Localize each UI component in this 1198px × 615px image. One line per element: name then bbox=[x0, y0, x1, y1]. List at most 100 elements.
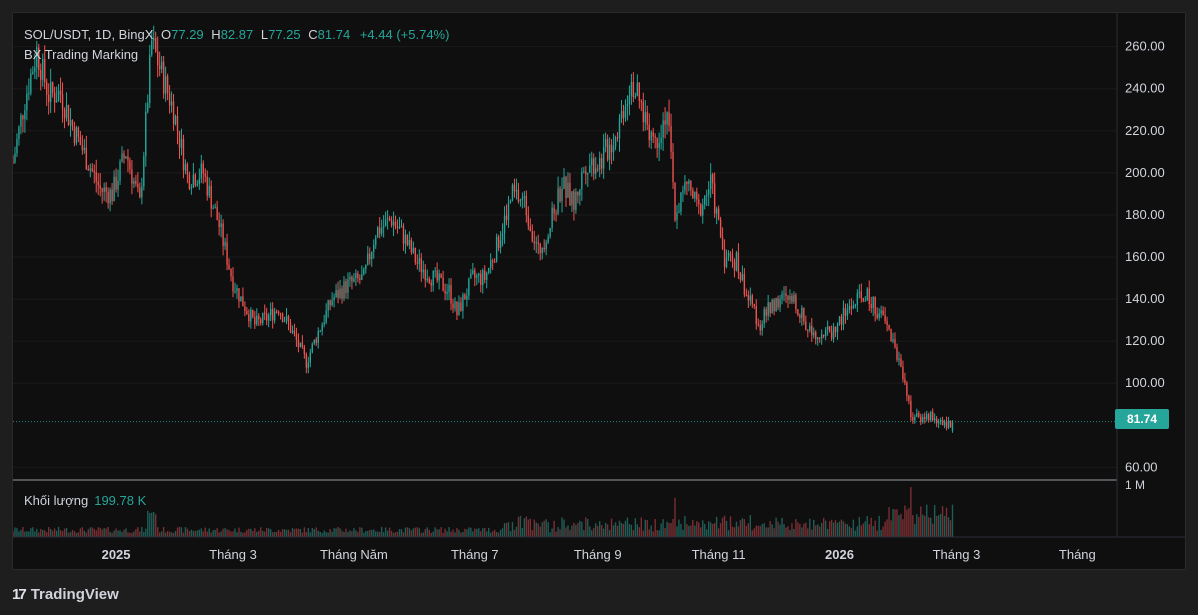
candle-body bbox=[591, 158, 593, 166]
volume-bar bbox=[836, 522, 839, 537]
volume-bar bbox=[264, 531, 266, 537]
tradingview-brand[interactable]: 17 TradingView bbox=[12, 584, 119, 604]
volume-bar bbox=[874, 520, 876, 537]
candle-body bbox=[618, 118, 621, 139]
volume-bar bbox=[267, 528, 270, 537]
candle-body bbox=[242, 296, 244, 307]
volume-bar bbox=[75, 532, 78, 537]
candle-body bbox=[335, 290, 337, 298]
candle-body bbox=[91, 168, 93, 171]
volume-bar bbox=[412, 528, 415, 537]
volume-bar bbox=[250, 528, 252, 537]
volume-bar bbox=[281, 529, 284, 537]
volume-bar bbox=[184, 527, 187, 537]
volume-bar bbox=[773, 528, 775, 537]
candle-body bbox=[628, 95, 631, 104]
volume-bar bbox=[892, 509, 894, 537]
candle-body bbox=[674, 182, 676, 221]
volume-bar bbox=[299, 529, 302, 537]
candle-body bbox=[36, 47, 38, 68]
interval-label[interactable]: 1D bbox=[94, 27, 112, 42]
volume-bar bbox=[166, 531, 169, 537]
volume-bar bbox=[890, 520, 892, 537]
volume-bar bbox=[156, 527, 159, 537]
candle-body bbox=[363, 269, 365, 275]
candle-body bbox=[951, 421, 954, 432]
candle-body bbox=[158, 65, 161, 70]
candle-body bbox=[32, 71, 34, 74]
indicator-legend[interactable]: BX Trading Marking bbox=[24, 47, 139, 62]
volume-bar bbox=[34, 531, 36, 537]
candle-body bbox=[569, 182, 571, 206]
volume-bar bbox=[418, 528, 421, 537]
volume-bar bbox=[192, 530, 195, 537]
candle-body bbox=[632, 81, 635, 98]
candle-body bbox=[708, 189, 710, 195]
candle-body bbox=[729, 253, 732, 256]
volume-bar bbox=[93, 528, 95, 537]
volume-bar bbox=[840, 519, 843, 537]
symbol-name[interactable]: SOL/USDT bbox=[24, 27, 88, 42]
candle-body bbox=[22, 115, 24, 120]
x-tick-label: 2026 bbox=[825, 547, 854, 562]
volume-bar bbox=[676, 526, 678, 537]
volume-bar bbox=[380, 526, 383, 537]
candle-body bbox=[149, 54, 151, 104]
candle-body bbox=[737, 252, 740, 273]
volume-bar bbox=[248, 528, 250, 537]
candle-body bbox=[602, 147, 605, 169]
candles bbox=[13, 25, 954, 433]
volume-bar bbox=[133, 531, 135, 537]
candle-body bbox=[353, 278, 355, 282]
candle-body bbox=[287, 315, 290, 323]
candle-body bbox=[57, 90, 60, 101]
volume-bar bbox=[636, 524, 639, 537]
volume-bar bbox=[135, 529, 137, 537]
volume-bar bbox=[848, 526, 851, 537]
volume-bar bbox=[224, 528, 226, 537]
volume-bar bbox=[258, 530, 260, 537]
volume-bar bbox=[493, 529, 496, 537]
volume-bar bbox=[105, 528, 107, 537]
volume-legend[interactable]: Khối lượng 199.78 K bbox=[24, 491, 146, 511]
volume-bar bbox=[933, 505, 936, 537]
volume-bar bbox=[904, 505, 906, 537]
candle-body bbox=[406, 234, 409, 246]
candle-body bbox=[583, 171, 585, 173]
volume-bar bbox=[464, 528, 466, 537]
volume-bar bbox=[30, 528, 32, 537]
candle-body bbox=[749, 295, 752, 301]
candlestick-chart[interactable]: 260.00 240.00 220.00 200.00 180.00 160.00 140.… bbox=[13, 13, 1186, 570]
candle-body bbox=[180, 138, 183, 148]
volume-bar bbox=[898, 515, 900, 537]
volume-bar bbox=[486, 531, 488, 537]
volume-bar bbox=[759, 526, 761, 537]
volume-bar bbox=[46, 532, 48, 537]
volume-bar bbox=[170, 532, 173, 537]
volume-bar bbox=[101, 529, 103, 537]
volume-bar bbox=[606, 524, 609, 537]
volume-bar bbox=[739, 520, 742, 537]
candle-body bbox=[147, 103, 149, 112]
chart-frame[interactable]: 260.00 240.00 220.00 200.00 180.00 160.00 140.… bbox=[12, 12, 1186, 570]
volume-bar bbox=[878, 515, 880, 537]
volume-bar bbox=[141, 527, 143, 537]
volume-bar bbox=[410, 530, 413, 537]
volume-bar bbox=[301, 532, 304, 537]
candle-body bbox=[367, 253, 369, 265]
volume-bar bbox=[478, 528, 480, 537]
candle-body bbox=[878, 313, 880, 318]
candle-body bbox=[612, 146, 615, 153]
volume-bar bbox=[468, 527, 470, 537]
candle-body bbox=[678, 211, 680, 213]
candle-body bbox=[747, 294, 750, 301]
volume-bar bbox=[444, 528, 446, 537]
candle-body bbox=[365, 264, 367, 270]
volume-bar bbox=[678, 519, 680, 537]
candle-body bbox=[587, 172, 589, 175]
candle-body bbox=[105, 187, 107, 192]
candle-body bbox=[593, 158, 595, 174]
candle-body bbox=[912, 417, 914, 421]
x-tick-label: 2025 bbox=[102, 547, 131, 562]
volume-value: 199.78 K bbox=[94, 493, 147, 508]
